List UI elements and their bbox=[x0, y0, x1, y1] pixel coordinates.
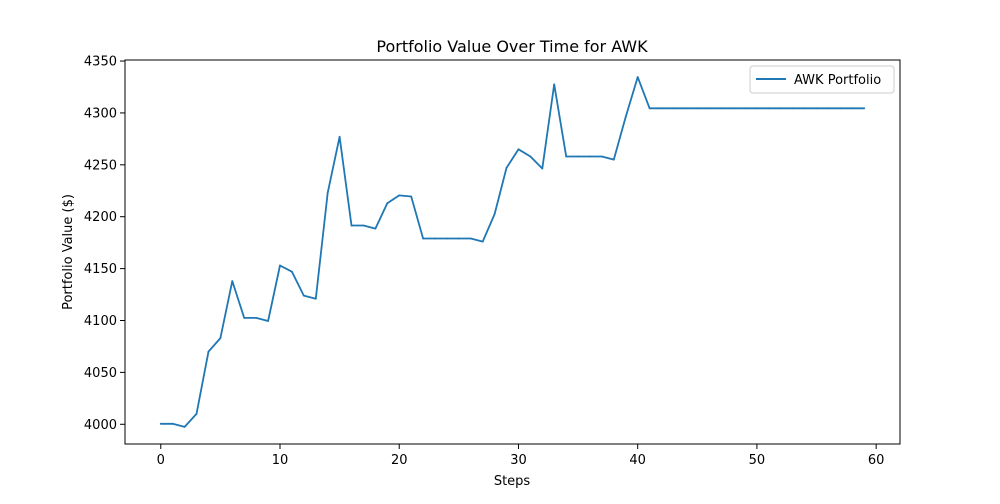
data-point bbox=[672, 107, 675, 110]
y-tick-label: 4100 bbox=[84, 314, 117, 329]
data-point bbox=[338, 135, 341, 138]
data-point bbox=[839, 107, 842, 110]
data-point bbox=[159, 422, 162, 425]
data-point bbox=[696, 107, 699, 110]
chart-title: Portfolio Value Over Time for AWK bbox=[376, 37, 648, 56]
x-tick-label: 50 bbox=[749, 453, 766, 468]
legend: AWK Portfolio bbox=[749, 65, 895, 94]
data-point bbox=[481, 240, 484, 243]
x-tick-label: 30 bbox=[510, 453, 527, 468]
x-tick-label: 40 bbox=[629, 453, 646, 468]
data-point bbox=[195, 413, 198, 415]
x-tick-label: 10 bbox=[272, 453, 289, 468]
data-point bbox=[624, 115, 627, 118]
y-tick-label: 4050 bbox=[84, 366, 117, 381]
data-point bbox=[171, 422, 174, 425]
data-point bbox=[756, 107, 758, 110]
y-tick-label: 4000 bbox=[84, 418, 117, 433]
plot-area: 0 10 20 30 40 50 60400040504100415042004250430… bbox=[84, 55, 901, 468]
data-point bbox=[279, 264, 281, 267]
data-point bbox=[601, 155, 603, 158]
data-point bbox=[803, 107, 806, 110]
data-point bbox=[720, 107, 723, 110]
x-axis-label: Steps bbox=[494, 474, 531, 489]
data-point bbox=[791, 107, 794, 110]
data-point bbox=[648, 107, 651, 110]
data-point bbox=[207, 350, 210, 353]
data-point bbox=[815, 107, 818, 110]
y-tick-label: 4300 bbox=[84, 106, 117, 121]
data-point bbox=[302, 294, 305, 297]
axes-frame bbox=[124, 59, 901, 445]
data-point bbox=[457, 237, 460, 240]
data-point bbox=[744, 107, 746, 110]
data-point bbox=[374, 227, 377, 230]
data-point bbox=[565, 155, 568, 158]
data-point bbox=[446, 237, 448, 240]
y-axis-label: Portfolio Value ($) bbox=[61, 194, 76, 310]
data-point bbox=[398, 194, 401, 197]
data-point bbox=[326, 191, 329, 194]
data-point bbox=[267, 320, 269, 322]
data-point bbox=[529, 155, 532, 158]
data-point bbox=[505, 167, 508, 169]
data-point bbox=[422, 237, 424, 240]
data-point bbox=[350, 224, 353, 227]
data-point bbox=[386, 202, 389, 205]
data-point bbox=[517, 148, 520, 151]
data-point bbox=[708, 107, 711, 110]
data-point bbox=[314, 297, 317, 300]
data-point bbox=[434, 237, 436, 240]
data-point bbox=[732, 107, 734, 110]
data-point bbox=[612, 158, 615, 161]
data-point bbox=[779, 107, 782, 110]
y-tick-label: 4350 bbox=[84, 55, 117, 70]
data-point bbox=[243, 317, 246, 319]
data-point bbox=[469, 237, 472, 240]
data-point bbox=[362, 224, 365, 227]
data-point bbox=[684, 107, 687, 110]
data-point bbox=[863, 107, 866, 110]
data-point bbox=[493, 213, 496, 216]
data-point bbox=[231, 280, 234, 282]
data-point bbox=[410, 195, 413, 198]
data-point bbox=[660, 107, 663, 110]
data-point bbox=[827, 107, 830, 110]
data-point bbox=[219, 337, 222, 339]
x-tick-label: 20 bbox=[391, 453, 408, 468]
data-point bbox=[767, 107, 770, 110]
legend-label: AWK Portfolio bbox=[794, 73, 881, 88]
data-point bbox=[255, 317, 258, 319]
data-point bbox=[636, 76, 639, 78]
data-point bbox=[589, 155, 591, 158]
y-tick-label: 4200 bbox=[84, 210, 117, 225]
x-tick-label: 60 bbox=[868, 453, 885, 468]
legend-box bbox=[749, 65, 895, 94]
y-tick-label: 4150 bbox=[84, 262, 117, 277]
data-point bbox=[183, 426, 186, 428]
data-point bbox=[577, 155, 579, 158]
x-tick-label: 0 bbox=[157, 453, 165, 468]
y-tick-label: 4250 bbox=[84, 158, 117, 173]
data-point bbox=[851, 107, 854, 110]
data-point bbox=[291, 270, 293, 273]
data-point bbox=[553, 83, 556, 86]
series-line-0 bbox=[159, 76, 866, 428]
data-point bbox=[541, 167, 544, 170]
